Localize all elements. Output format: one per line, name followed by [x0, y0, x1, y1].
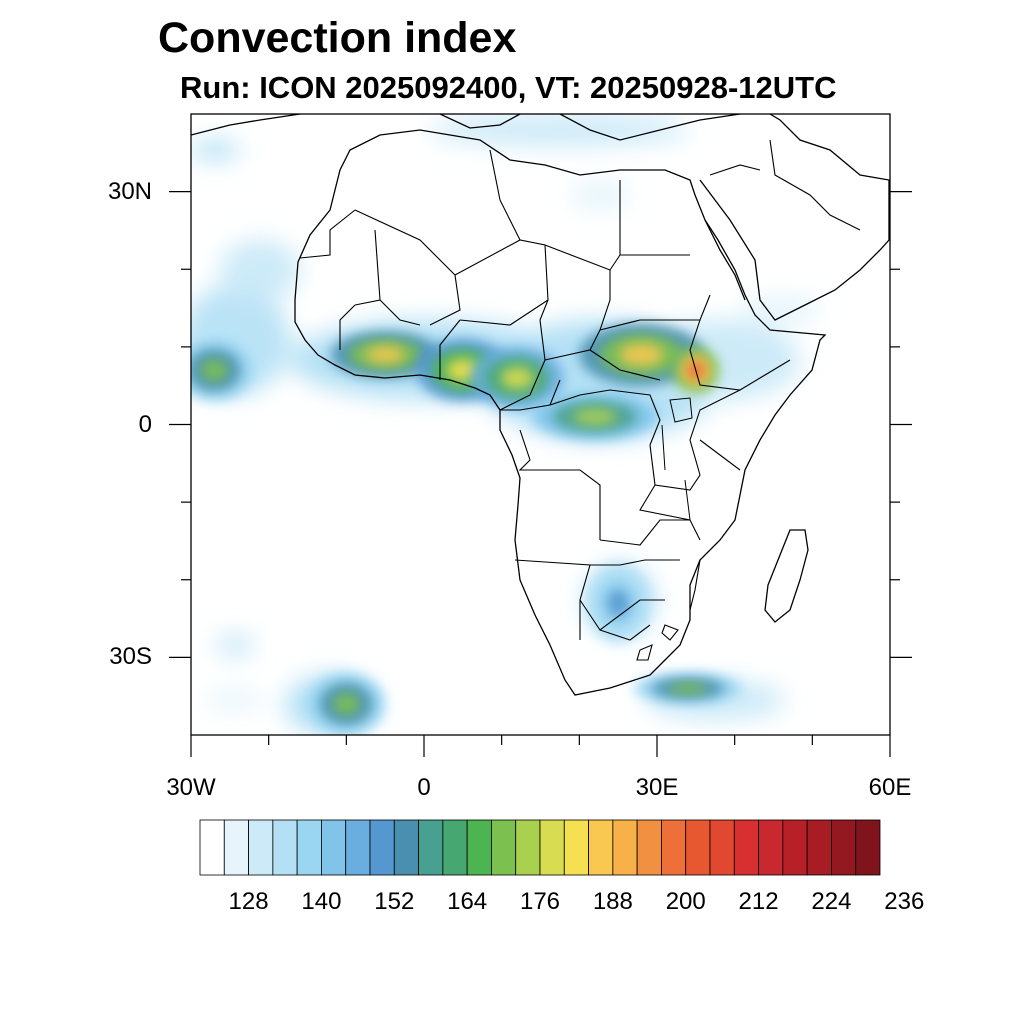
colorbar-swatch [321, 819, 347, 876]
lat-tick-label: 30N [107, 177, 152, 205]
convective-core-6 [200, 358, 229, 382]
colorbar-swatch [223, 819, 249, 876]
lon-tick-label: 0 [417, 774, 431, 801]
lon-tick-label: 30W [166, 774, 216, 801]
colorbar-swatch [272, 819, 298, 876]
colorbar-label: 140 [301, 888, 342, 915]
colorbar-swatch [199, 819, 225, 876]
colorbar-swatch [855, 819, 881, 876]
map-area [191, 114, 890, 735]
colorbar-swatch [782, 819, 808, 876]
map-title: Convection index [158, 14, 517, 62]
colorbar-swatch [831, 819, 857, 876]
colorbar-swatch [709, 819, 735, 876]
red-sea-line [704, 219, 746, 301]
colorbar-swatch [248, 819, 274, 876]
colorbar-swatch [685, 819, 711, 876]
colorbar [199, 819, 881, 876]
lat-tick-label: 30S [109, 643, 152, 671]
lakes [661, 397, 693, 521]
africa-coastline [294, 129, 827, 696]
colorbar-label: 224 [811, 888, 852, 915]
map-subtitle: Run: ICON 2025092400, VT: 20250928-12UTC [180, 70, 837, 105]
colorbar-label: 212 [738, 888, 779, 915]
axis-ticks [169, 191, 912, 757]
colorbar-label: 176 [519, 888, 561, 915]
colorbar-swatch [466, 819, 492, 876]
colorbar-label: 188 [592, 888, 633, 915]
colorbar-label: 152 [374, 888, 415, 915]
convective-core-9 [606, 589, 630, 618]
colorbar-swatch [369, 819, 395, 876]
coastlines [191, 114, 890, 696]
colorbar-swatch [345, 819, 371, 876]
colorbar-label: 236 [884, 888, 925, 915]
lat-tick-label: 0 [138, 410, 152, 438]
colorbar-label: 128 [228, 888, 269, 915]
colorbar-label: 200 [665, 888, 706, 915]
convective-core-8 [668, 682, 708, 695]
colorbar-swatch [733, 819, 759, 876]
colorbar-swatch [661, 819, 687, 876]
colorbar-swatch [636, 819, 662, 876]
europe-coastline [191, 114, 741, 141]
convective-core-4 [619, 343, 664, 366]
convective-core-0 [365, 346, 405, 364]
colorbar-swatch [296, 819, 322, 876]
colorbar-swatch [515, 819, 541, 876]
colorbar-swatch [588, 819, 614, 876]
arabia-coastline [699, 114, 890, 321]
colorbar-swatch [442, 819, 468, 876]
convective-core-3 [572, 408, 618, 426]
colorbar-swatch [418, 819, 444, 876]
country-borders [299, 139, 861, 661]
colorbar-swatch [563, 819, 589, 876]
lon-tick-label: 60E [868, 774, 912, 801]
madagascar-coastline [764, 529, 809, 623]
convective-core-7 [332, 692, 361, 716]
colorbar-swatch [393, 819, 419, 876]
convective-core-2 [500, 366, 534, 390]
colorbar-swatch [539, 819, 565, 876]
colorbar-swatch [806, 819, 832, 876]
colorbar-swatch [612, 819, 638, 876]
lon-tick-label: 30E [635, 774, 679, 801]
colorbar-label: 164 [447, 888, 488, 915]
colorbar-swatch [758, 819, 784, 876]
colorbar-swatch [491, 819, 517, 876]
